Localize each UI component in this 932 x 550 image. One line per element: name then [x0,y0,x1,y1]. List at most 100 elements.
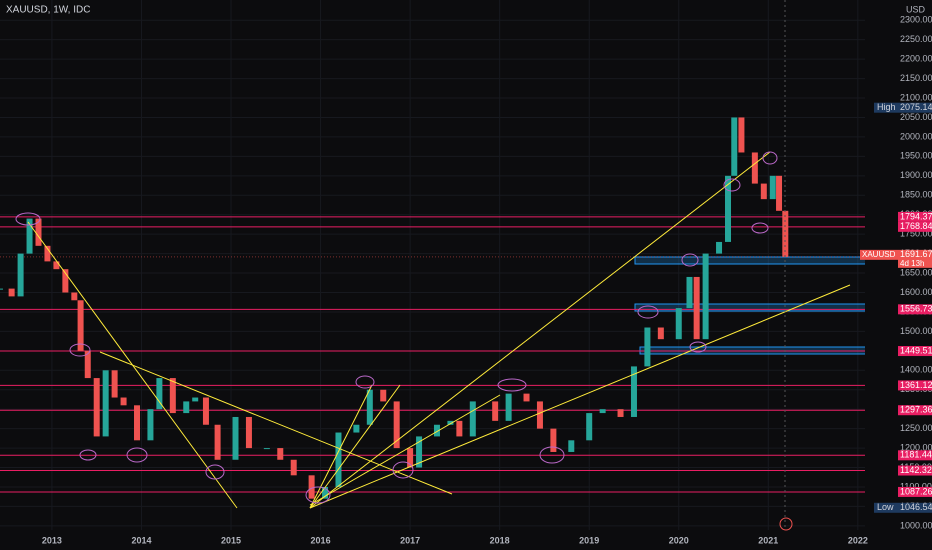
candle [523,393,530,402]
last-price-label: 1691.67 [900,249,932,259]
candle [335,432,342,487]
ellipse [305,486,331,504]
last-price-tag [898,249,932,268]
y-tick-label: 1200.00 [900,442,932,452]
candle [77,300,84,351]
ellipse [69,343,91,357]
level-tag [898,380,932,391]
candle [686,276,693,309]
candle [657,327,664,340]
zone [634,303,871,312]
y-tick-label: 1000.00 [900,520,932,530]
ellipse [539,446,565,464]
candle [322,486,329,499]
candle [8,288,15,297]
ellipse [689,341,707,353]
candle [183,401,190,414]
ellipse [751,222,769,234]
candle [599,409,606,414]
candle [214,424,221,460]
level-tag [898,465,932,476]
candle [277,448,284,460]
y-tick-label: 1600.00 [900,287,932,297]
candle [84,350,91,379]
candle [111,370,118,398]
x-tick-label: 2019 [579,535,599,545]
x-tick-label: 2022 [848,535,868,545]
candle [156,378,163,410]
y-tick-label: 1850.00 [900,190,932,200]
y-tick-label: 1750.00 [900,229,932,239]
level-label: 1361.12 [900,380,932,390]
candle [35,218,42,246]
high-tag [874,102,932,113]
symbol-label: XAUUSD [862,250,896,259]
ellipse [497,378,527,392]
level-label: 1449.51 [900,345,932,355]
ellipses [15,151,778,504]
y-tick-label: 2000.00 [900,131,932,141]
x-tick-label: 2013 [42,535,62,545]
candle [586,413,593,441]
candle [232,416,239,460]
candle [263,448,270,450]
y-tick-label: 1400.00 [900,365,932,375]
candle [62,269,69,293]
candle [776,175,783,211]
candle [433,424,440,437]
candle [0,288,3,290]
y-tick-label: 1650.00 [900,267,932,277]
level-label: 1768.84 [900,221,932,231]
candle [366,389,373,425]
candle [26,218,33,254]
x-tick-label: 2015 [221,535,241,545]
candle [202,397,209,425]
candle [724,175,731,242]
candle [416,436,423,468]
y-tick-label: 2050.00 [900,112,932,122]
levels [0,216,865,493]
candle [693,276,700,340]
chart-title: XAUUSD, 1W, IDC [6,5,90,16]
candle [53,261,60,270]
ellipse [126,447,148,463]
zone [639,346,871,355]
candle [245,416,252,449]
candle [192,397,199,402]
ellipse [79,449,97,461]
candle [147,409,154,441]
axis-unit: USD [906,4,926,14]
candle [716,241,723,254]
candle [675,308,682,340]
level-tag [898,486,932,497]
ellipse [681,253,699,267]
y-tick-label: 2100.00 [900,92,932,102]
y-tick-label: 2300.00 [900,15,932,25]
symbol-tag [860,249,898,260]
high-name: High [877,102,896,112]
replay-icon[interactable] [779,517,793,531]
level-label: 1181.44 [900,450,932,460]
ellipse [723,178,741,192]
candle [17,253,24,297]
candle [568,440,575,452]
high-value: 2075.14 [900,102,932,112]
candle [169,378,176,414]
candle [751,152,758,184]
candle [308,475,315,499]
candles [0,117,789,499]
ellipse [392,461,414,479]
candle [93,378,100,437]
low-name: Low [877,502,894,512]
candle [469,401,476,437]
y-tick-label: 1500.00 [900,326,932,336]
low-tag [874,502,932,513]
level-label: 1794.37 [900,211,932,221]
x-tick-label: 2020 [669,535,689,545]
trend-lines [27,151,851,509]
candle [617,409,624,417]
candle [760,183,767,200]
